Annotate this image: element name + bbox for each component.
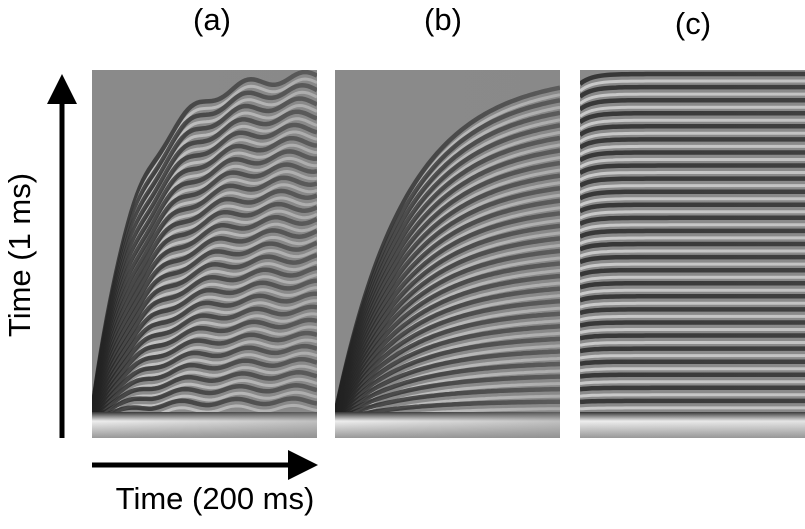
noise-fade — [580, 70, 805, 438]
panel-image — [335, 70, 560, 438]
panel-label: (c) — [675, 6, 711, 41]
panel-image — [92, 70, 317, 438]
y-axis-label: Time (1 ms) — [2, 173, 37, 337]
panel-image — [580, 70, 805, 438]
panel-label: (b) — [424, 2, 462, 37]
noise-fade — [335, 70, 560, 438]
x-axis-label: Time (200 ms) — [116, 481, 315, 516]
panel-label: (a) — [193, 2, 231, 37]
noise-fade — [92, 70, 317, 438]
